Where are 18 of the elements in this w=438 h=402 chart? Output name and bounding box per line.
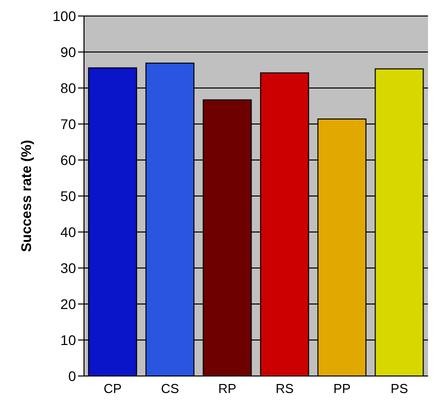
x-tick-label: RP: [218, 381, 236, 396]
y-tick-label: 30: [60, 260, 76, 276]
y-tick-label: 80: [60, 80, 76, 96]
y-tick-label: 70: [60, 116, 76, 132]
y-tick-label: 40: [60, 224, 76, 240]
y-tick-label: 90: [60, 44, 76, 60]
y-axis-title: Success rate (%): [18, 140, 34, 252]
x-tick-label: PP: [333, 381, 351, 396]
y-tick-label: 20: [60, 296, 76, 312]
y-tick-label: 60: [60, 152, 76, 168]
y-tick-label: 0: [68, 368, 76, 384]
x-tick-label: RS: [276, 381, 294, 396]
y-tick-label: 50: [60, 188, 76, 204]
x-tick-label: CS: [160, 381, 180, 396]
y-tick-label: 10: [60, 332, 76, 348]
x-tick-label: PS: [390, 381, 408, 396]
x-tick-label: CP: [104, 381, 122, 396]
y-tick-label: 100: [52, 8, 76, 24]
